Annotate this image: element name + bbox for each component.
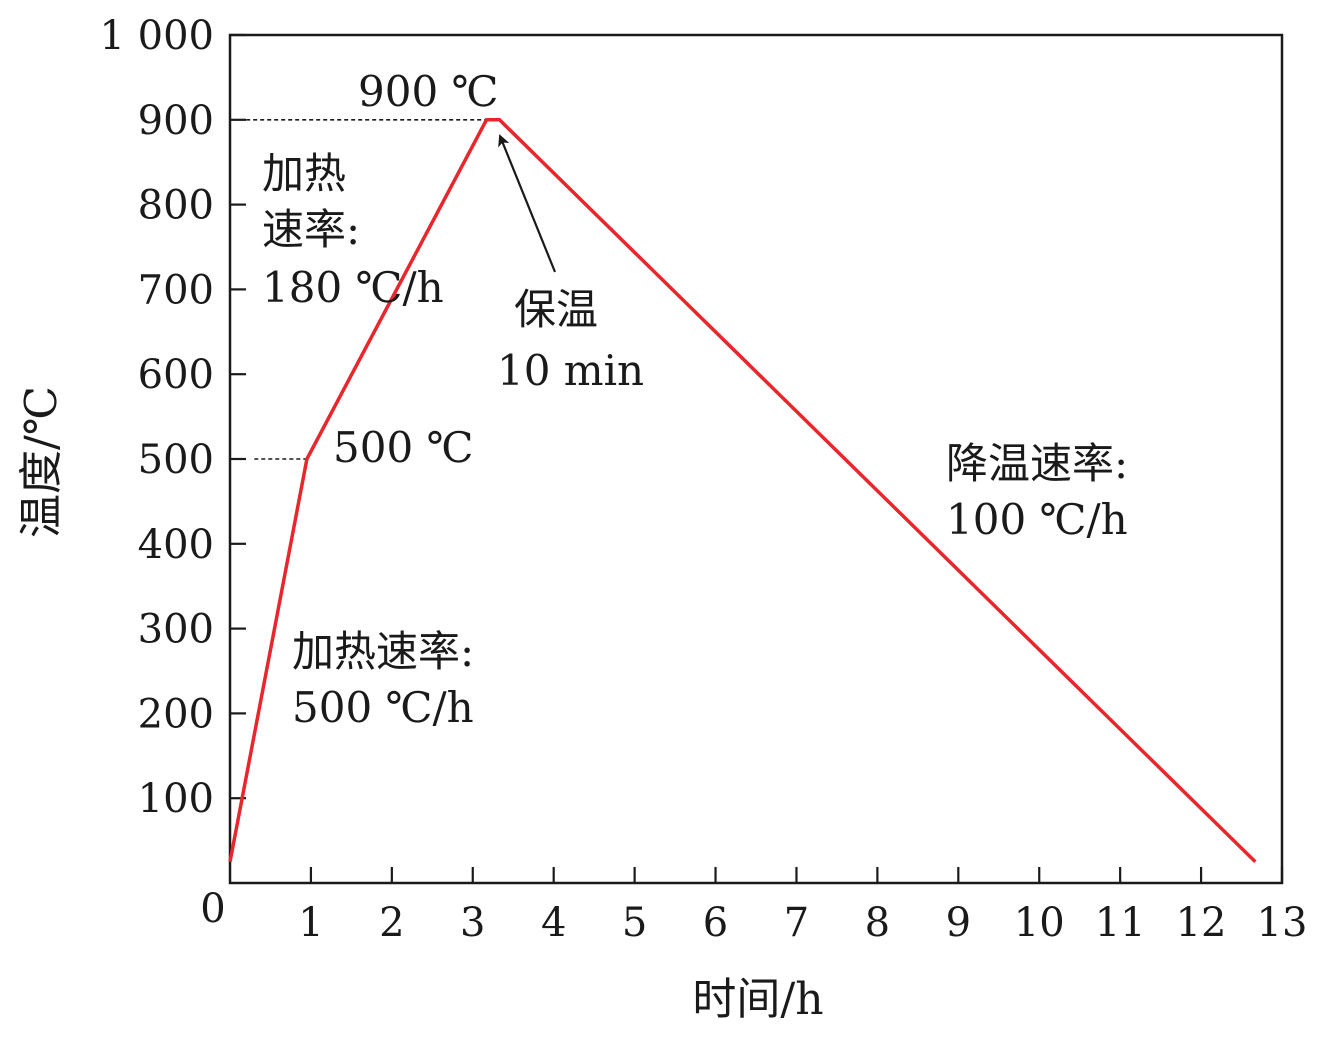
y-tick-label: 200 (138, 691, 214, 737)
cooling-rate-label: 降温速率: (946, 439, 1128, 488)
y-tick-label: 800 (138, 183, 214, 229)
y-tick-label: 500 (138, 437, 214, 483)
y-tick-label: 700 (138, 267, 214, 313)
x-tick-label: 4 (541, 900, 566, 946)
y-tick-label: 300 (138, 607, 214, 653)
series-group (228, 118, 1257, 864)
y-tick-label: 1 000 (99, 13, 214, 59)
y-tick-label: 600 (138, 352, 214, 398)
x-tick-label: 9 (946, 900, 971, 946)
x-tick-label: 11 (1095, 900, 1146, 946)
peak-temp-annotation: 900 ℃ (358, 67, 499, 116)
y-tick-label: 100 (138, 776, 214, 822)
x-tick-label: 12 (1176, 900, 1227, 946)
heating-rate-2-line2: 速率: (262, 205, 360, 254)
x-tick-label: 8 (865, 900, 890, 946)
mid-temp-annotation: 500 ℃ (333, 423, 474, 472)
hold-arrow (498, 134, 557, 273)
y-axis-title: 温度/℃ (16, 386, 67, 538)
y-tick-label: 900 (138, 98, 214, 144)
y-tick-label: 400 (138, 522, 214, 568)
x-axis: 1 2 3 4 5 6 7 8 9 10 11 12 13 (298, 867, 1307, 946)
heating-rate-1-label: 加热速率: (292, 627, 474, 676)
cooling-rate-value: 100 ℃/h (946, 495, 1128, 544)
x-tick-label: 1 (298, 900, 323, 946)
temperature-profile-line (228, 118, 1257, 864)
x-tick-label: 2 (379, 900, 404, 946)
heating-rate-1-value: 500 ℃/h (292, 683, 474, 732)
x-tick-label: 7 (784, 900, 809, 946)
x-tick-label: 3 (460, 900, 485, 946)
hold-label: 保温 (514, 285, 598, 334)
reference-lines (246, 119, 487, 460)
x-tick-label: 6 (703, 900, 728, 946)
heating-rate-2-line1: 加热 (262, 149, 346, 198)
x-tick-label: 10 (1014, 900, 1065, 946)
y-axis: 100 200 300 400 500 600 700 800 900 1 000 (99, 13, 246, 822)
origin-label: 0 (200, 886, 225, 932)
heating-rate-2-value: 180 ℃/h (262, 263, 444, 312)
x-tick-label: 13 (1257, 900, 1308, 946)
hold-time: 10 min (497, 346, 644, 395)
x-axis-title: 时间/h (692, 974, 823, 1025)
x-tick-label: 5 (622, 900, 647, 946)
